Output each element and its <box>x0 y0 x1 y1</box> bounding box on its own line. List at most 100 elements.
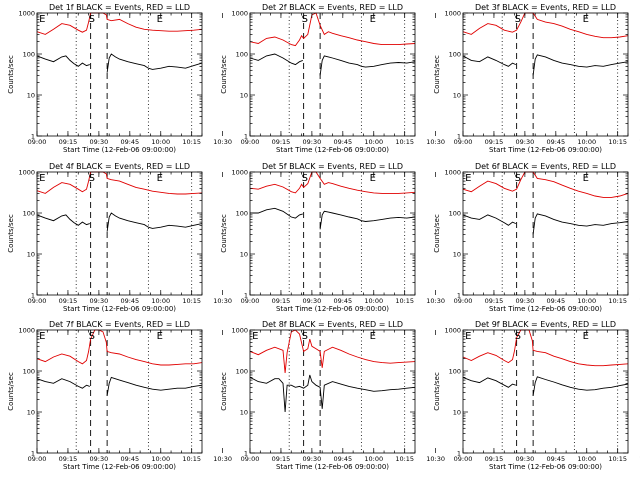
interval-marker-label: E <box>370 331 376 342</box>
plot-frame <box>249 12 416 137</box>
y-tick-label: 1000 <box>18 326 35 334</box>
x-axis-label: Start Time (12-Feb-06 09:00:00) <box>276 463 389 471</box>
interval-marker-label: E <box>39 331 45 342</box>
title-backdrop <box>249 318 416 330</box>
chart-title-overlay: Det 9f BLACK = Events, RED = LLD <box>475 320 616 329</box>
y-tick-label: 1000 <box>231 326 248 334</box>
chart-title-overlay: Det 6f BLACK = Events, RED = LLD <box>475 162 616 171</box>
x-tick-label: 10:00 <box>364 138 383 146</box>
y-tick-label: 1 <box>457 449 461 457</box>
interval-marker-label: E <box>583 173 589 184</box>
series-line-events <box>36 53 203 73</box>
y-tick-label: 1 <box>244 132 248 140</box>
x-axis-label: Start Time (12-Feb-06 09:00:00) <box>489 146 602 154</box>
x-tick-label: 10:30 <box>426 455 445 463</box>
plot-frame <box>249 171 416 296</box>
chart-title-overlay: Det 7f BLACK = Events, RED = LLD <box>49 320 190 329</box>
plot-frame <box>249 329 416 454</box>
x-tick-label: 09:00 <box>241 455 260 463</box>
interval-marker-label: E <box>370 173 376 184</box>
series-line-lld <box>36 12 203 35</box>
x-tick-label: 10:15 <box>608 297 627 305</box>
title-backdrop <box>36 160 203 172</box>
series-line-lld <box>462 329 629 367</box>
x-tick-label: 10:30 <box>213 297 232 305</box>
x-tick-label: 09:15 <box>272 297 291 305</box>
x-tick-label: 09:15 <box>485 455 504 463</box>
y-tick-label: 10 <box>240 250 248 258</box>
x-tick-label: 10:30 <box>426 297 445 305</box>
panel-det-9f: Det 9f BLACK = Events, RED = LLDDet 9f B… <box>433 318 640 471</box>
x-tick-label: 10:00 <box>577 138 596 146</box>
y-tick-label: 100 <box>449 209 461 217</box>
x-tick-label: 10:00 <box>151 455 170 463</box>
y-tick-label: 100 <box>23 367 35 375</box>
y-axis-label: Counts/sec <box>220 55 228 94</box>
x-tick-label: 09:15 <box>485 138 504 146</box>
x-tick-label: 10:15 <box>608 138 627 146</box>
y-tick-label: 10 <box>453 408 461 416</box>
series-line-lld <box>36 329 203 366</box>
series-line-lld <box>249 12 416 47</box>
chart-title-overlay: Det 1f BLACK = Events, RED = LLD <box>49 3 190 12</box>
interval-marker-label: S <box>302 331 308 342</box>
series-line-events <box>462 54 629 76</box>
y-axis-label: Counts/sec <box>7 372 15 411</box>
x-tick-label: 10:00 <box>577 297 596 305</box>
series-line-events <box>462 376 629 396</box>
y-tick-label: 1 <box>31 291 35 299</box>
x-tick-label: 10:00 <box>577 455 596 463</box>
x-tick-label: 09:15 <box>485 297 504 305</box>
x-tick-label: 09:00 <box>28 138 47 146</box>
x-tick-label: 09:30 <box>90 455 109 463</box>
x-tick-label: 09:00 <box>241 297 260 305</box>
y-tick-label: 1000 <box>18 9 35 17</box>
y-tick-label: 10 <box>27 250 35 258</box>
y-tick-label: 1 <box>457 132 461 140</box>
interval-marker-label: E <box>157 331 163 342</box>
panel-det-1f: Det 1f BLACK = Events, RED = LLDDet 1f B… <box>7 1 232 154</box>
y-tick-label: 100 <box>449 367 461 375</box>
plot-frame <box>462 12 629 137</box>
series-line-lld <box>249 171 416 194</box>
x-tick-label: 09:00 <box>454 455 473 463</box>
y-tick-label: 10 <box>240 408 248 416</box>
x-tick-label: 10:15 <box>608 455 627 463</box>
x-tick-label: 10:15 <box>182 138 201 146</box>
x-tick-label: 09:00 <box>28 455 47 463</box>
interval-marker-label: E <box>370 14 376 25</box>
y-tick-label: 1000 <box>444 326 461 334</box>
interval-marker-label: E <box>583 14 589 25</box>
x-tick-label: 09:30 <box>303 455 322 463</box>
interval-marker-label: S <box>515 14 521 25</box>
plot-frame <box>36 329 203 454</box>
series-line-events <box>249 53 416 76</box>
y-tick-label: 10 <box>27 408 35 416</box>
title-backdrop <box>36 318 203 330</box>
x-axis-label: Start Time (12-Feb-06 09:00:00) <box>489 305 602 313</box>
x-tick-label: 09:30 <box>516 297 535 305</box>
x-tick-label: 10:30 <box>213 455 232 463</box>
interval-marker-label: S <box>302 173 308 184</box>
x-axis-label: Start Time (12-Feb-06 09:00:00) <box>489 463 602 471</box>
y-tick-label: 1000 <box>444 168 461 176</box>
x-axis-label: Start Time (12-Feb-06 09:00:00) <box>276 146 389 154</box>
series-line-lld <box>462 12 629 39</box>
series-line-events <box>462 213 629 235</box>
interval-marker-label: S <box>302 14 308 25</box>
x-tick-label: 09:45 <box>546 138 565 146</box>
x-tick-label: 09:00 <box>454 138 473 146</box>
x-tick-label: 09:15 <box>272 138 291 146</box>
y-axis-label: Counts/sec <box>433 214 441 253</box>
y-tick-label: 1000 <box>231 168 248 176</box>
y-tick-label: 100 <box>23 209 35 217</box>
x-tick-label: 10:30 <box>213 138 232 146</box>
y-tick-label: 1 <box>244 291 248 299</box>
x-tick-label: 10:15 <box>182 297 201 305</box>
series-line-lld <box>249 329 416 373</box>
y-tick-label: 1000 <box>18 168 35 176</box>
x-tick-label: 09:15 <box>59 297 78 305</box>
interval-marker-label: E <box>157 14 163 25</box>
x-tick-label: 09:45 <box>120 297 139 305</box>
y-tick-label: 1000 <box>444 9 461 17</box>
